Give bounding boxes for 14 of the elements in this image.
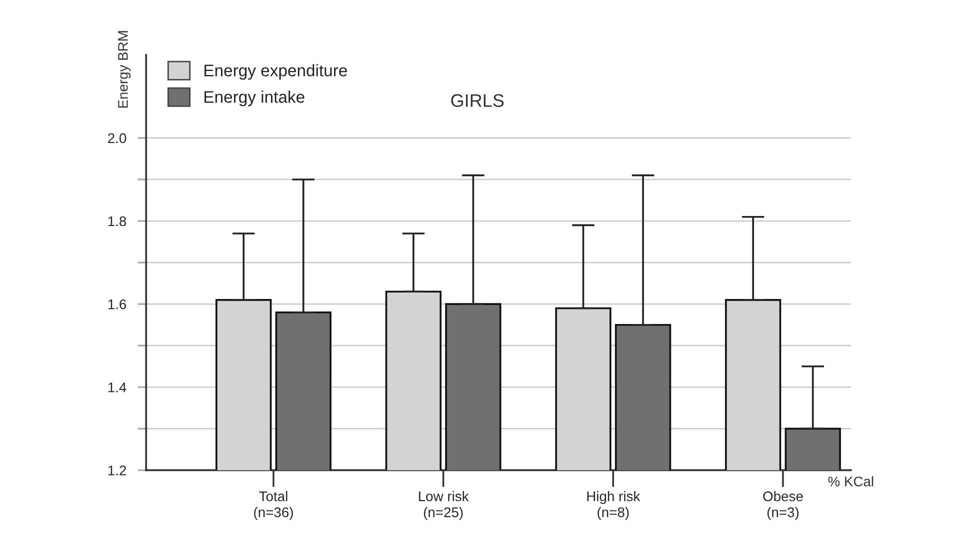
text: GIRLS — [451, 94, 504, 107]
y-tick-label: 1.2 — [108, 466, 126, 476]
y-tick-label: 2.0 — [108, 133, 126, 144]
y-tick-label: 1.4 — [108, 382, 126, 392]
x-tick-label: High risk (n=8) — [587, 491, 640, 520]
legend-label: Energy intake — [204, 90, 304, 106]
x-axis-title: % KCal — [828, 476, 874, 486]
y-tick-label: 1.8 — [108, 216, 126, 226]
x-tick-label: Total (n=36) — [254, 491, 293, 520]
x-tick-label: Obese (n=3) — [763, 491, 803, 520]
x-tick-label: Low risk (n=25) — [418, 491, 469, 520]
y-axis-title: Energy BRM — [118, 31, 131, 108]
y-tick-label: 1.6 — [108, 299, 126, 310]
legend-label: Energy expenditure — [204, 64, 347, 80]
